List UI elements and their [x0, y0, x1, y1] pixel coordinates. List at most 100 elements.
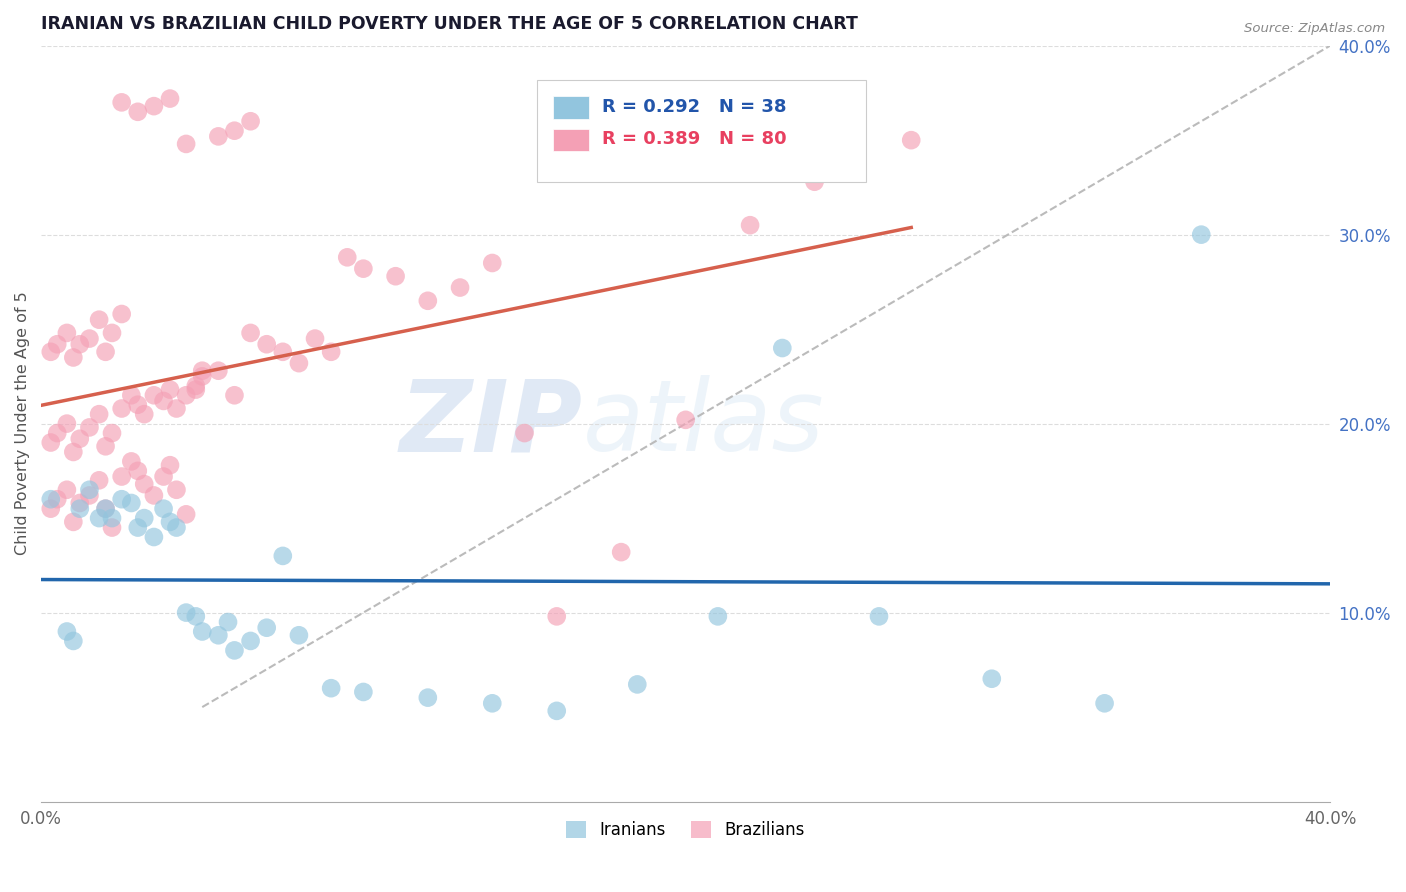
Point	[56, 624, 79, 639]
Point	[321, 344, 343, 359]
Point	[94, 439, 117, 453]
Point	[352, 685, 374, 699]
Point	[69, 496, 91, 510]
Point	[87, 407, 110, 421]
Point	[770, 341, 793, 355]
Point	[1189, 227, 1212, 242]
Point	[174, 508, 197, 522]
Point	[513, 426, 536, 441]
Text: atlas: atlas	[582, 376, 824, 472]
Point	[120, 388, 142, 402]
FancyBboxPatch shape	[553, 128, 589, 152]
Point	[184, 379, 207, 393]
Point	[127, 104, 149, 119]
Point	[69, 337, 91, 351]
Point	[39, 344, 62, 359]
Point	[239, 634, 262, 648]
Point	[481, 696, 503, 710]
Point	[184, 609, 207, 624]
Point	[224, 124, 246, 138]
Point	[111, 492, 134, 507]
Text: Source: ZipAtlas.com: Source: ZipAtlas.com	[1244, 22, 1385, 36]
Point	[184, 383, 207, 397]
Point	[546, 609, 568, 624]
Point	[101, 511, 124, 525]
Point	[224, 388, 246, 402]
Point	[217, 615, 239, 629]
Point	[127, 520, 149, 534]
Point	[166, 483, 188, 497]
FancyBboxPatch shape	[553, 96, 589, 119]
Point	[416, 293, 439, 308]
Point	[87, 312, 110, 326]
Point	[87, 511, 110, 525]
Point	[79, 483, 101, 497]
Point	[142, 530, 165, 544]
Point	[111, 469, 134, 483]
Point	[288, 628, 311, 642]
Point	[770, 152, 793, 166]
Point	[1094, 696, 1116, 710]
Point	[134, 407, 156, 421]
Point	[481, 256, 503, 270]
Point	[207, 628, 229, 642]
Point	[159, 383, 181, 397]
Point	[207, 129, 229, 144]
Point	[152, 501, 174, 516]
Point	[142, 99, 165, 113]
Point	[256, 337, 278, 351]
Point	[120, 496, 142, 510]
Text: ZIP: ZIP	[399, 376, 582, 472]
Point	[159, 515, 181, 529]
Text: IRANIAN VS BRAZILIAN CHILD POVERTY UNDER THE AGE OF 5 CORRELATION CHART: IRANIAN VS BRAZILIAN CHILD POVERTY UNDER…	[41, 15, 858, 33]
Point	[707, 609, 730, 624]
Point	[62, 515, 84, 529]
Point	[56, 483, 79, 497]
Point	[87, 473, 110, 487]
Legend: Iranians, Brazilians: Iranians, Brazilians	[560, 814, 811, 847]
Point	[288, 356, 311, 370]
Point	[69, 432, 91, 446]
Point	[174, 136, 197, 151]
Point	[142, 388, 165, 402]
Point	[94, 501, 117, 516]
Point	[152, 393, 174, 408]
Point	[111, 401, 134, 416]
Point	[191, 364, 214, 378]
Point	[94, 344, 117, 359]
Point	[94, 501, 117, 516]
Point	[803, 175, 825, 189]
Point	[174, 388, 197, 402]
Point	[271, 344, 294, 359]
Point	[675, 413, 697, 427]
Y-axis label: Child Poverty Under the Age of 5: Child Poverty Under the Age of 5	[15, 292, 30, 556]
Point	[56, 326, 79, 340]
Point	[384, 269, 406, 284]
Point	[546, 704, 568, 718]
Point	[416, 690, 439, 705]
Point	[159, 458, 181, 473]
Point	[79, 332, 101, 346]
Point	[39, 435, 62, 450]
Point	[69, 501, 91, 516]
Point	[142, 488, 165, 502]
Point	[62, 351, 84, 365]
Point	[900, 133, 922, 147]
Point	[868, 609, 890, 624]
Point	[46, 337, 69, 351]
Point	[207, 364, 229, 378]
Point	[224, 643, 246, 657]
Point	[46, 492, 69, 507]
Point	[111, 307, 134, 321]
Point	[166, 520, 188, 534]
Point	[610, 545, 633, 559]
Point	[336, 250, 359, 264]
Point	[738, 218, 761, 232]
Point	[980, 672, 1002, 686]
Point	[191, 624, 214, 639]
Point	[62, 634, 84, 648]
Point	[321, 681, 343, 696]
Text: R = 0.389   N = 80: R = 0.389 N = 80	[602, 130, 786, 148]
Point	[101, 326, 124, 340]
Point	[449, 280, 471, 294]
